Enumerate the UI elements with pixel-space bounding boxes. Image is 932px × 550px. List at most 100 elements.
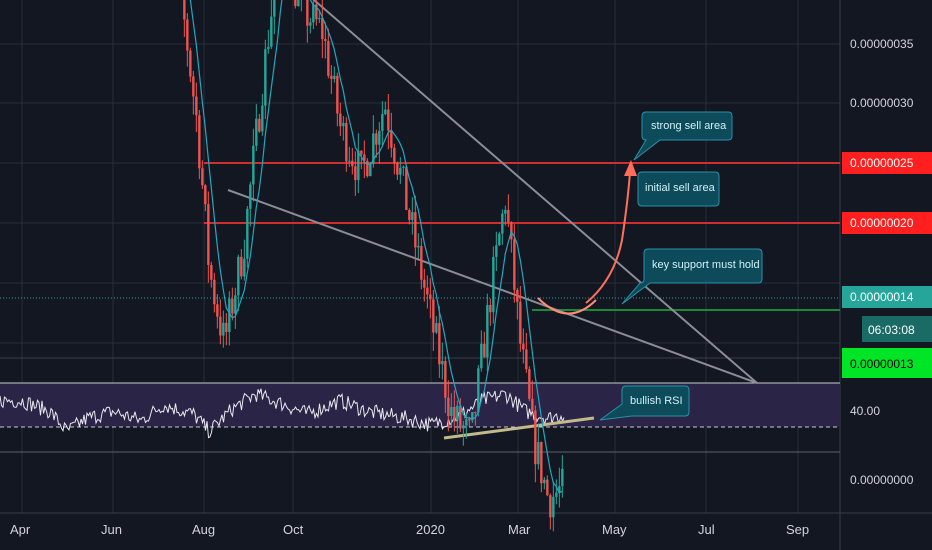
candle-body-114 — [498, 233, 501, 246]
callout-key-support[interactable]: key support must hold — [621, 248, 763, 305]
candle-body-10 — [186, 19, 189, 51]
time-label-apr: Apr — [10, 522, 31, 537]
time-label-2020: 2020 — [416, 522, 445, 537]
candle-body-117 — [507, 209, 510, 223]
candle-body-19 — [213, 279, 216, 305]
candle-body-59 — [333, 75, 336, 80]
price-badge-1: 0.00000020 — [850, 216, 914, 230]
price-tick-0: 0.00000035 — [850, 37, 914, 51]
rsi-tick: 40.00 — [850, 404, 880, 418]
candle-body-28 — [240, 256, 243, 277]
candle-body-37 — [267, 46, 270, 50]
candle-body-67 — [357, 150, 360, 181]
candle-body-55 — [321, 17, 324, 40]
candle-body-76 — [384, 109, 387, 115]
candle-body-17 — [207, 204, 210, 265]
callout-bullish-rsi[interactable]: bullish RSI — [599, 385, 690, 421]
candle-body-128 — [540, 442, 543, 484]
time-label-jul: Jul — [698, 522, 715, 537]
candle-body-87 — [417, 245, 420, 248]
badge-support: 0.00000013 — [842, 348, 932, 378]
candle-body-131 — [549, 495, 552, 518]
candle-body-52 — [312, 4, 315, 23]
time-label-sep: Sep — [786, 522, 809, 537]
time-label-mar: Mar — [508, 522, 531, 537]
candle-body-121 — [519, 301, 522, 344]
candle-body-135 — [561, 468, 564, 487]
lower-pane-tick: 0.00000000 — [850, 473, 914, 487]
candle-body-32 — [252, 145, 255, 185]
time-label-may: May — [602, 522, 627, 537]
candle-body-16 — [204, 185, 207, 205]
candle-body-15 — [201, 168, 204, 186]
candle-body-122 — [522, 343, 525, 350]
candle-body-101 — [459, 405, 462, 429]
candle-body-11 — [189, 50, 192, 77]
badge-last-price: 0.00000014 — [842, 286, 932, 308]
badge-strong-sell: 0.00000025 — [842, 152, 932, 174]
candle-body-14 — [198, 115, 201, 169]
projection-arrow-head — [624, 160, 637, 176]
time-label-aug: Aug — [192, 522, 215, 537]
time-label-jun: Jun — [101, 522, 122, 537]
candle-body-35 — [261, 105, 264, 132]
candle-body-26 — [234, 295, 237, 314]
candle-body-110 — [486, 304, 489, 358]
candle-body-77 — [387, 109, 390, 131]
candle-body-62 — [342, 122, 345, 127]
price-badge-3: 0.00000013 — [850, 357, 914, 371]
candle-body-105 — [471, 411, 474, 421]
candle-body-13 — [195, 96, 198, 116]
candle-body-64 — [348, 160, 351, 162]
candle-body-84 — [408, 209, 411, 220]
candle-body-66 — [354, 166, 357, 181]
candle-body-125 — [531, 398, 534, 411]
candle-body-86 — [414, 212, 417, 248]
candle-body-79 — [393, 147, 396, 163]
candle-body-88 — [420, 245, 423, 280]
candle-body-61 — [339, 113, 342, 127]
price-tick-1: 0.00000030 — [850, 96, 914, 110]
candle-body-91 — [429, 294, 432, 300]
callout-strong-sell-text: strong sell area — [651, 120, 727, 132]
candle-body-65 — [351, 160, 354, 167]
moving-average-line — [189, 0, 563, 494]
callout-initial-sell[interactable]: initial sell area — [637, 171, 720, 207]
badge-initial-sell: 0.00000020 — [842, 212, 932, 234]
candle-body-81 — [399, 167, 402, 175]
callout-strong-sell[interactable]: strong sell area — [633, 111, 733, 161]
rsi-trendline — [443, 416, 595, 440]
candle-body-12 — [192, 76, 195, 97]
candle-body-134 — [558, 486, 561, 493]
candle-body-83 — [405, 166, 408, 210]
candle-body-119 — [513, 239, 516, 290]
price-badge-2: 0.00000014 — [850, 290, 914, 304]
candle-body-50 — [306, 0, 309, 26]
candle-body-104 — [468, 419, 471, 421]
candle-body-126 — [534, 410, 537, 465]
candle-body-103 — [465, 419, 468, 426]
candle-body-46 — [294, 0, 297, 7]
candle-body-30 — [246, 208, 249, 259]
price-badge-0: 0.00000025 — [850, 156, 914, 170]
candle-body-133 — [555, 492, 558, 497]
candle-body-58 — [330, 75, 333, 80]
countdown-badge: 06:03:08 — [862, 316, 932, 342]
candle-body-94 — [438, 323, 441, 365]
callout-key-support-text: key support must hold — [652, 259, 760, 271]
candle-body-21 — [219, 316, 222, 336]
candle-body-73 — [375, 133, 378, 145]
candle-body-90 — [426, 287, 429, 295]
candle-body-57 — [327, 40, 330, 76]
rounding-bottom-curve — [537, 297, 597, 315]
candle-body-71 — [369, 163, 372, 177]
candle-body-51 — [309, 22, 312, 26]
candle-body-29 — [243, 258, 246, 277]
time-label-oct: Oct — [283, 522, 304, 537]
candle-body-74 — [378, 130, 381, 145]
callout-initial-sell-text: initial sell area — [645, 182, 716, 194]
candle-body-98 — [450, 406, 453, 417]
candle-body-97 — [447, 397, 450, 417]
candle-body-54 — [318, 17, 321, 20]
